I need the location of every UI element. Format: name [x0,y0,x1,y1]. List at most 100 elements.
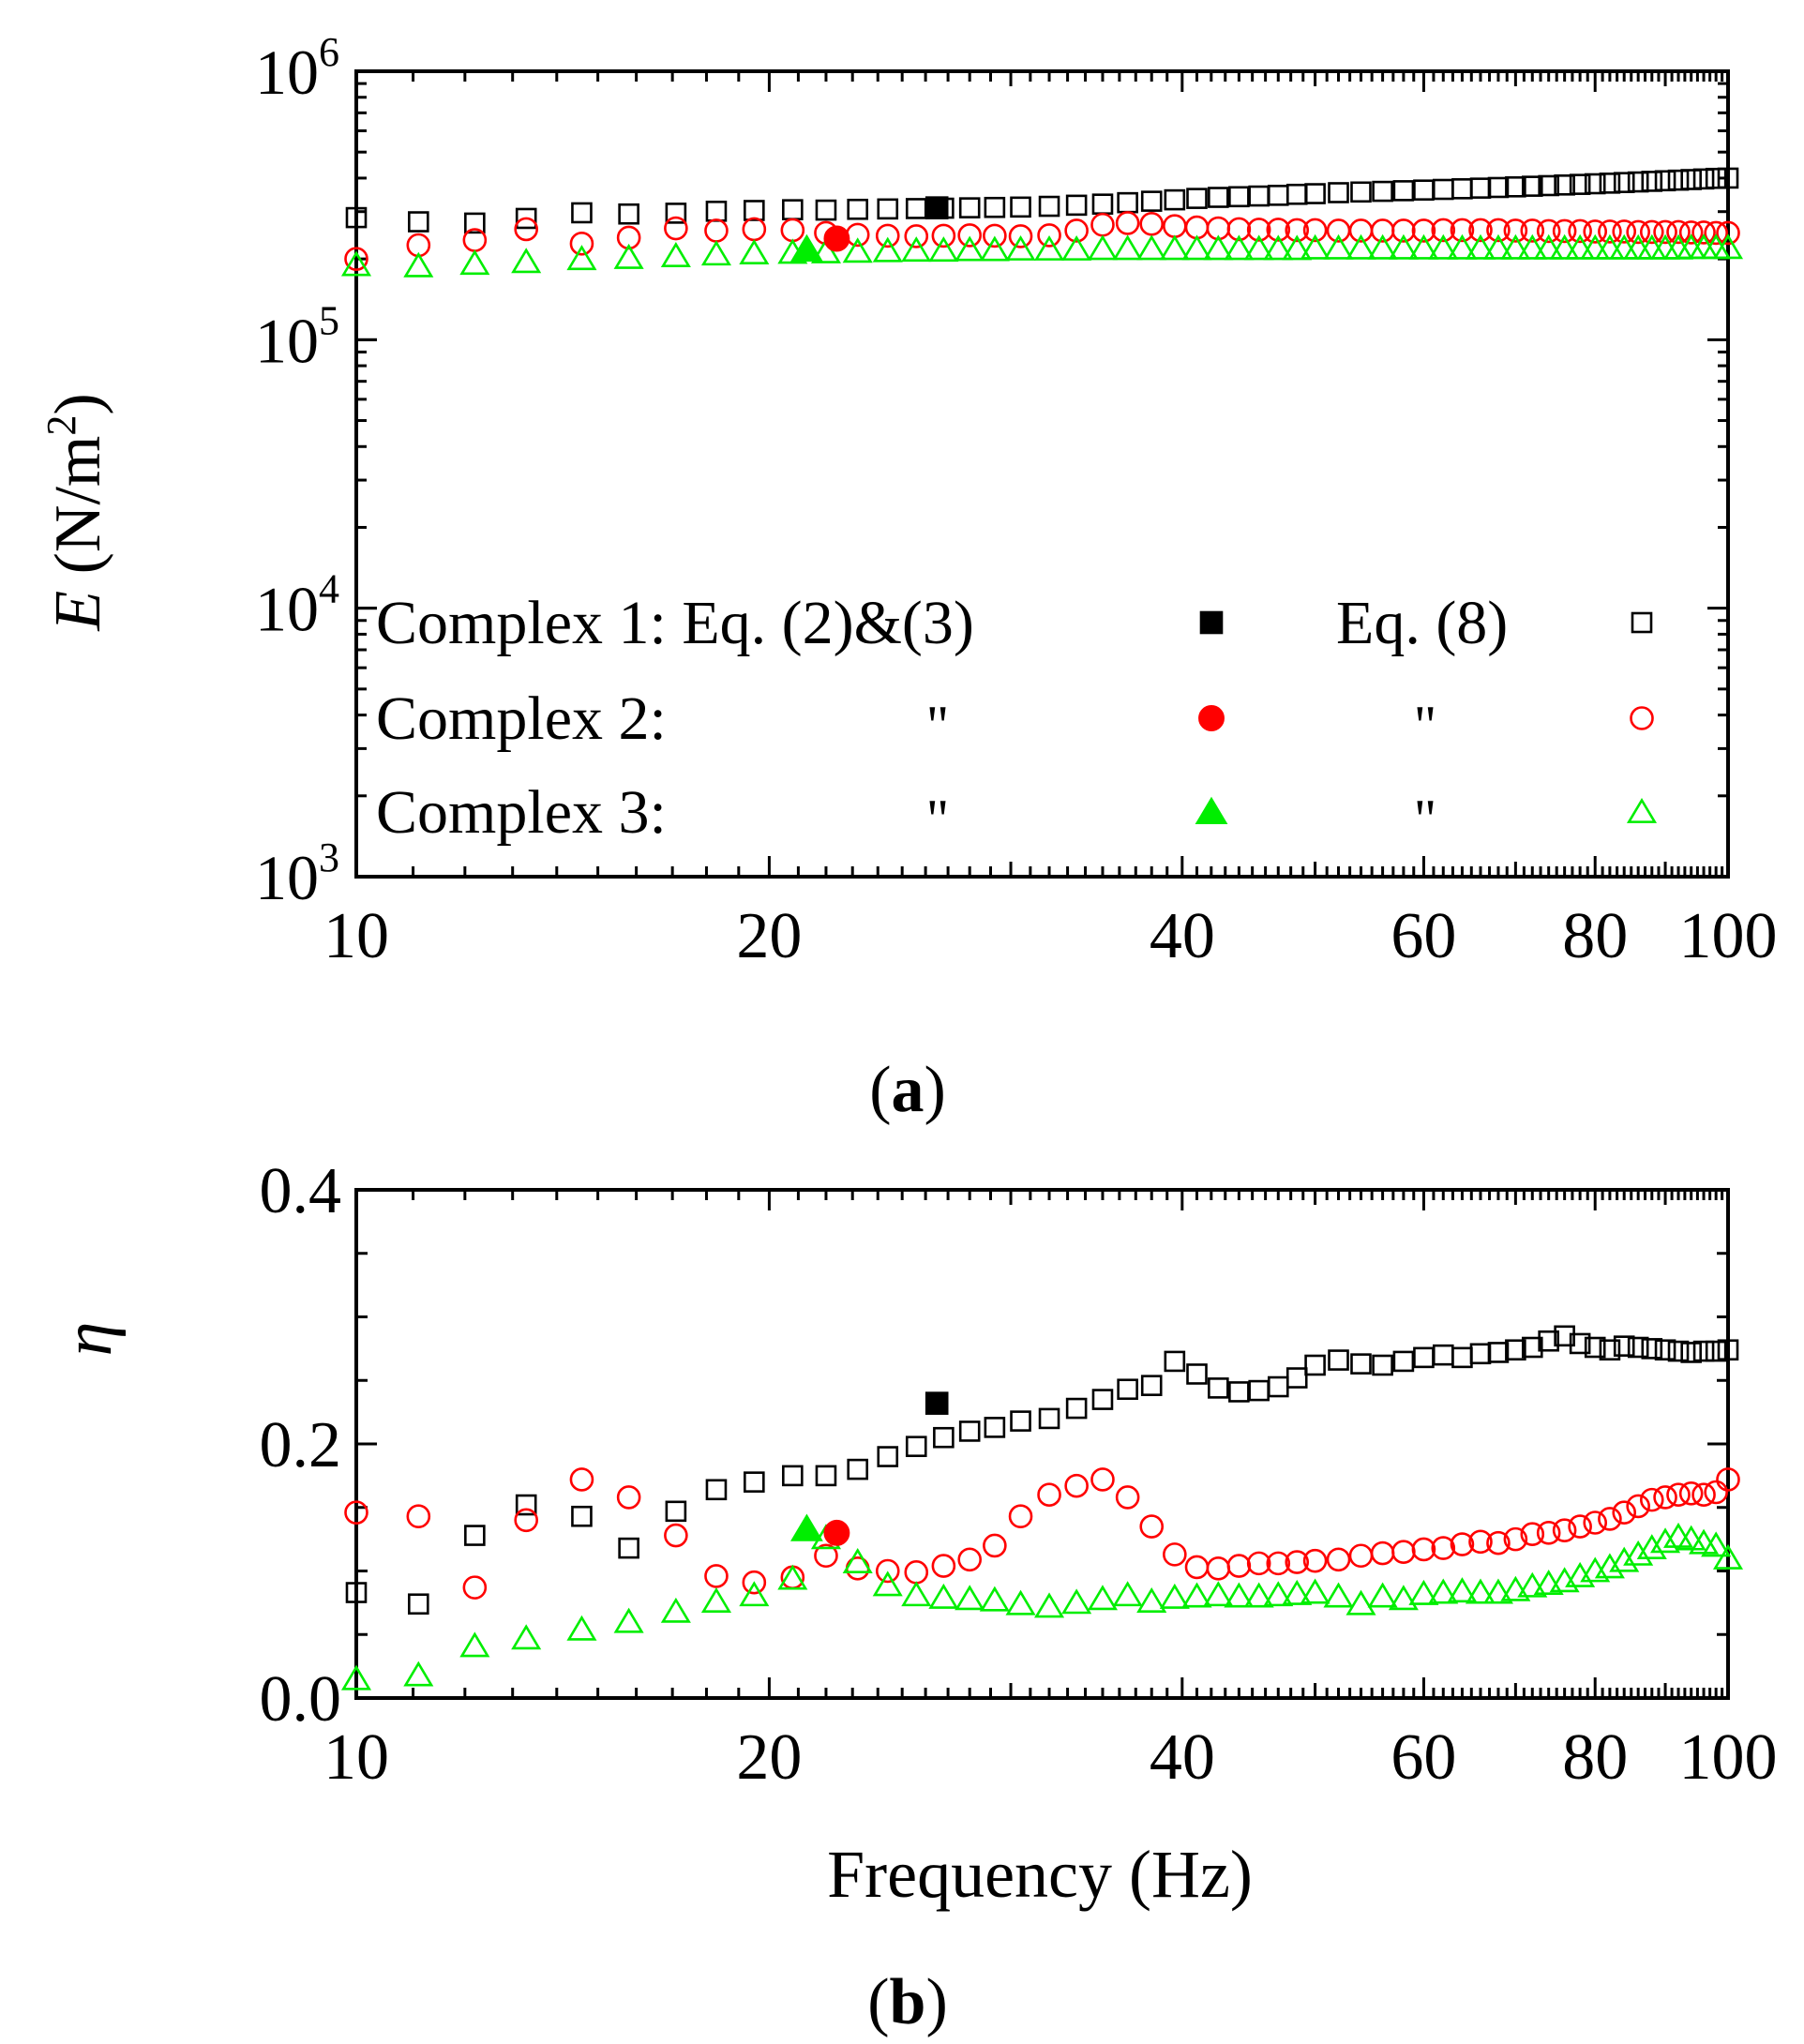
point-open-complex3 [1636,1534,1667,1560]
point-open-complex1 [1140,1375,1163,1396]
legend-label-complex1: Complex 1: Eq. (2)&(3) [376,589,974,657]
x-tick-label-b: 40 [1150,1721,1215,1794]
point-open-complex2 [1226,217,1252,242]
point-open-complex1 [1717,1339,1739,1361]
point-open-complex1 [847,1458,869,1480]
point-open-complex3 [1447,1577,1478,1603]
point-open-complex3 [1224,234,1255,261]
point-open-complex2 [983,223,1007,248]
point-open-complex2 [1653,1485,1677,1510]
point-open-complex2 [1503,1526,1528,1552]
point-open-complex2 [1391,218,1416,243]
point-open-complex1 [1328,1349,1349,1371]
y-axis-label-a: E (N/m2) [38,393,114,631]
point-open-complex3 [403,1661,434,1687]
point-open-complex2 [1266,218,1291,242]
point-open-complex3 [1087,1585,1119,1611]
point-open-complex2 [1536,218,1561,244]
point-open-complex2 [1139,212,1165,236]
point-open-complex1 [877,1446,899,1467]
panel-caption-a-letter: a [892,1054,925,1126]
point-open-complex3 [928,1583,959,1609]
legend-ditto-eq8: " [1414,695,1437,757]
point-open-complex2 [1115,211,1140,235]
point-open-complex2 [1568,1514,1592,1539]
point-open-complex2 [704,218,729,243]
point-open-complex2 [983,1533,1007,1558]
point-open-complex2 [344,247,368,271]
point-open-complex2 [1691,1482,1716,1507]
x-tick-label-a: 80 [1562,900,1628,972]
point-open-complex2 [845,222,870,248]
point-open-complex3 [1408,1579,1439,1605]
point-open-complex2 [931,223,956,248]
point-filled-complex2 [823,225,850,252]
point-open-complex2 [1666,1482,1691,1507]
point-open-complex2 [514,1508,538,1533]
point-open-complex3 [613,243,644,269]
point-open-complex2 [1115,1485,1140,1510]
point-open-complex1 [933,1426,955,1449]
y-tick-label-base: 10 [255,842,319,913]
point-open-complex1 [408,211,429,233]
x-tick-label-a: 10 [323,900,389,972]
point-open-complex1 [345,206,368,229]
y-axis-label-a-close: ) [42,393,114,414]
legend-marker-open-complex3 [1626,797,1658,823]
legend-ditto-eq23: " [926,789,950,850]
point-open-complex1 [1117,191,1138,214]
point-open-complex1 [705,1479,728,1501]
point-open-complex2 [1037,223,1061,248]
point-open-complex3 [1388,1585,1419,1611]
point-open-complex1 [1584,173,1606,195]
y-tick-label-exponent: 5 [319,297,339,343]
point-open-complex1 [984,1417,1006,1438]
point-open-complex3 [842,237,873,263]
point-open-complex2 [1612,1500,1637,1525]
point-open-complex1 [515,207,537,230]
point-open-complex3 [1623,1540,1654,1566]
point-open-complex1 [464,1525,486,1546]
point-open-complex3 [1243,234,1274,261]
point-open-complex2 [406,1504,431,1529]
point-open-complex1 [744,200,765,221]
point-open-complex2 [1391,1540,1416,1564]
point-open-complex1 [1584,1336,1606,1359]
point-open-complex3 [979,1586,1010,1612]
point-open-complex3 [700,240,732,266]
point-open-complex3 [566,1615,597,1641]
point-open-complex1 [1392,1350,1415,1373]
point-open-complex1 [665,1500,687,1523]
point-open-complex3 [1300,233,1330,260]
point-open-complex2 [1691,220,1716,245]
point-open-complex2 [1626,1494,1650,1519]
point-open-complex3 [1345,233,1376,260]
point-open-complex2 [1064,1473,1089,1498]
point-open-complex3 [1345,1589,1376,1616]
point-open-complex1 [905,198,927,219]
point-open-complex2 [664,1523,688,1548]
point-open-complex1 [1599,173,1621,194]
point-open-complex2 [1037,1482,1061,1507]
point-open-complex1 [984,196,1006,218]
point-open-complex3 [1005,1589,1036,1616]
point-open-complex2 [514,217,538,242]
point-open-complex2 [616,1485,641,1510]
point-open-complex3 [1533,233,1564,260]
point-open-complex1 [1505,176,1526,198]
x-tick-label-b: 20 [736,1721,802,1794]
point-open-complex1 [905,1435,927,1458]
y-axis-label-b: η [50,1322,127,1357]
point-open-complex2 [904,1560,929,1585]
plot-frame-a [354,69,1730,879]
point-open-complex3 [340,1664,372,1691]
point-open-complex1 [1641,1338,1663,1360]
legend-marker-open-complex2 [1630,706,1654,730]
point-open-complex2 [1246,218,1271,242]
point-open-complex1 [1505,1339,1526,1361]
point-open-complex1 [1285,1367,1308,1389]
point-open-complex3 [928,236,959,263]
point-open-complex1 [1613,172,1635,193]
point-open-complex1 [1717,167,1739,189]
